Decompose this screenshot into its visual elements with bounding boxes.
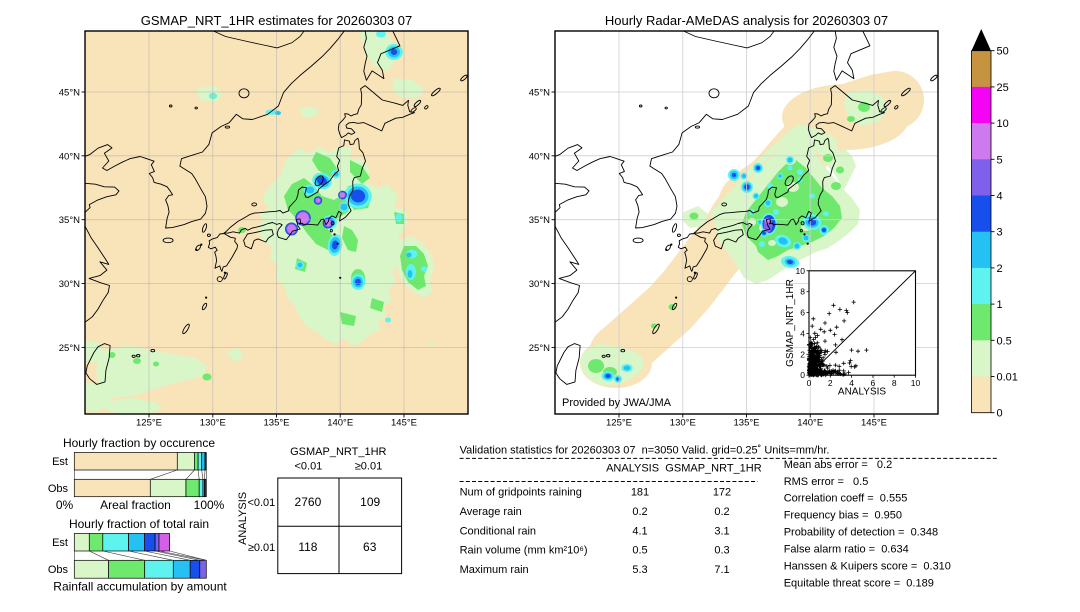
svg-text:≥0.01: ≥0.01 (355, 461, 382, 473)
svg-text:Validation statistics for 2026: Validation statistics for 20260303 07 n=… (460, 445, 830, 457)
svg-text:Frequency bias = 0.950: Frequency bias = 0.950 (784, 510, 902, 522)
svg-text:130°E: 130°E (200, 418, 226, 429)
svg-text:2: 2 (828, 378, 833, 388)
svg-text:Hourly fraction of total rain: Hourly fraction of total rain (69, 517, 209, 531)
svg-text:5: 5 (997, 154, 1003, 166)
svg-text:4: 4 (849, 378, 854, 388)
svg-text:0: 0 (997, 408, 1003, 420)
svg-text:<0.01: <0.01 (247, 497, 275, 509)
svg-text:100%: 100% (194, 498, 225, 512)
svg-text:2760: 2760 (295, 495, 322, 509)
svg-text:ANALYSIS: ANALYSIS (838, 387, 886, 398)
svg-text:109: 109 (360, 495, 380, 509)
svg-text:2: 2 (997, 263, 1003, 275)
svg-text:ANALYSIS: ANALYSIS (237, 492, 249, 545)
svg-text:Average rain: Average rain (460, 506, 522, 518)
svg-text:45°N: 45°N (59, 88, 80, 99)
svg-text:Equitable threat score = 0.18: Equitable threat score = 0.189 (784, 578, 934, 590)
svg-text:GSMAP_NRT_1HR: GSMAP_NRT_1HR (290, 446, 386, 458)
svg-text:10: 10 (796, 266, 806, 276)
svg-text:50: 50 (997, 46, 1009, 58)
svg-text:0.3: 0.3 (714, 545, 729, 557)
svg-text:GSMAP_NRT_1HR estimates for 20: GSMAP_NRT_1HR estimates for 20260303 07 (141, 13, 412, 28)
svg-text:25°N: 25°N (529, 343, 550, 354)
svg-text:135°E: 135°E (264, 418, 290, 429)
svg-text:RMS error = 0.5: RMS error = 0.5 (784, 476, 869, 488)
svg-text:125°E: 125°E (136, 418, 162, 429)
svg-text:3.1: 3.1 (714, 525, 729, 537)
svg-text:3: 3 (997, 227, 1003, 239)
svg-text:0: 0 (800, 370, 805, 380)
svg-text:5.3: 5.3 (632, 564, 647, 576)
svg-text:8: 8 (892, 378, 897, 388)
svg-text:1: 1 (997, 299, 1003, 311)
svg-text:0.01: 0.01 (997, 372, 1018, 384)
svg-text:0: 0 (807, 378, 812, 388)
svg-text:Probability of detection = 0.: Probability of detection = 0.348 (784, 527, 938, 539)
svg-text:8: 8 (800, 287, 805, 297)
svg-text:Rain volume (mm km²10⁶): Rain volume (mm km²10⁶) (460, 545, 588, 557)
svg-text:35°N: 35°N (59, 215, 80, 226)
svg-text:30°N: 30°N (59, 279, 80, 290)
svg-text:<0.01: <0.01 (294, 461, 322, 473)
svg-text:2: 2 (800, 349, 805, 359)
svg-text:Mean abs error = 0.2: Mean abs error = 0.2 (784, 459, 893, 471)
svg-text:172: 172 (713, 487, 731, 499)
svg-text:63: 63 (363, 540, 377, 554)
svg-text:0%: 0% (56, 498, 74, 512)
svg-text:0.2: 0.2 (632, 506, 647, 518)
svg-text:Maximum rain: Maximum rain (460, 564, 529, 576)
svg-text:7.1: 7.1 (714, 564, 729, 576)
svg-text:Obs: Obs (48, 564, 69, 576)
svg-text:35°N: 35°N (529, 215, 550, 226)
svg-text:30°N: 30°N (529, 279, 550, 290)
svg-text:0.2: 0.2 (714, 506, 729, 518)
svg-text:Provided by JWA/JMA: Provided by JWA/JMA (562, 397, 672, 409)
svg-text:6: 6 (871, 378, 876, 388)
svg-text:Conditional rain: Conditional rain (460, 525, 536, 537)
svg-text:Hourly Radar-AMeDAS analysis f: Hourly Radar-AMeDAS analysis for 2026030… (605, 13, 888, 28)
svg-text:10: 10 (997, 118, 1009, 130)
svg-text:145°E: 145°E (391, 418, 417, 429)
svg-text:125°E: 125°E (606, 418, 632, 429)
svg-text:Hourly fraction by occurence: Hourly fraction by occurence (63, 436, 215, 450)
svg-text:25: 25 (997, 82, 1009, 94)
svg-text:10: 10 (911, 378, 921, 388)
svg-text:45°N: 45°N (529, 88, 550, 99)
svg-text:Correlation coeff = 0.555: Correlation coeff = 0.555 (784, 493, 908, 505)
svg-text:140°E: 140°E (797, 418, 823, 429)
svg-text:145°E: 145°E (861, 418, 887, 429)
svg-text:118: 118 (298, 540, 317, 554)
svg-text:GSMAP_NRT_1HR: GSMAP_NRT_1HR (785, 279, 796, 367)
svg-text:4: 4 (997, 191, 1003, 203)
svg-text:40°N: 40°N (529, 151, 550, 162)
svg-text:4: 4 (800, 328, 805, 338)
svg-text:0.5: 0.5 (997, 335, 1012, 347)
svg-text:Rainfall accumulation by amoun: Rainfall accumulation by amount (53, 580, 227, 594)
svg-text:181: 181 (631, 487, 649, 499)
svg-text:Hanssen & Kuipers score = 0.3: Hanssen & Kuipers score = 0.310 (784, 561, 951, 573)
svg-text:135°E: 135°E (734, 418, 760, 429)
svg-text:Obs: Obs (48, 483, 69, 495)
svg-text:ANALYSIS: ANALYSIS (606, 463, 659, 475)
svg-text:25°N: 25°N (59, 343, 80, 354)
svg-text:4.1: 4.1 (632, 525, 647, 537)
svg-text:Est: Est (52, 537, 68, 549)
svg-text:6: 6 (800, 308, 805, 318)
svg-text:Est: Est (52, 456, 68, 468)
svg-text:40°N: 40°N (59, 151, 80, 162)
svg-text:0.5: 0.5 (632, 545, 647, 557)
svg-text:140°E: 140°E (327, 418, 353, 429)
svg-text:GSMAP_NRT_1HR: GSMAP_NRT_1HR (665, 463, 761, 475)
svg-text:Num of gridpoints raining: Num of gridpoints raining (460, 487, 582, 499)
svg-text:≥0.01: ≥0.01 (248, 542, 275, 554)
svg-text:130°E: 130°E (670, 418, 696, 429)
svg-text:Areal fraction: Areal fraction (100, 498, 171, 512)
svg-text:False alarm ratio = 0.634: False alarm ratio = 0.634 (784, 544, 909, 556)
